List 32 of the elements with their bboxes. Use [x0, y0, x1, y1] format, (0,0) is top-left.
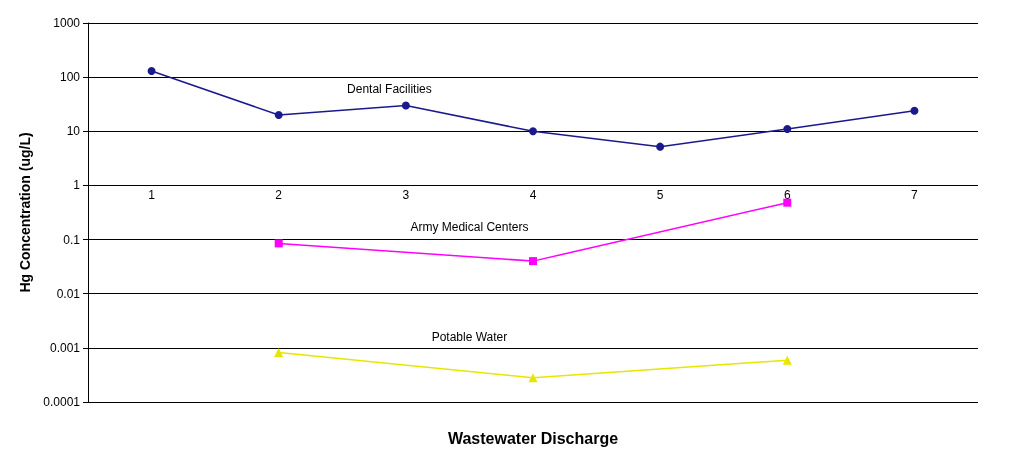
point — [529, 257, 537, 266]
x-tick-label: 1 — [148, 187, 156, 202]
point — [782, 355, 792, 365]
point — [274, 110, 283, 119]
y-axis-title: Hg Concentration (ug/L) — [17, 132, 33, 293]
x-tick-label: 7 — [911, 187, 919, 202]
x-tick-label: 2 — [275, 187, 283, 202]
x-tick-label: 3 — [402, 187, 410, 202]
y-tick-label: 0.0001 — [43, 395, 81, 409]
y-tick-label: 0.01 — [56, 286, 81, 301]
y-tick-label: 0.1 — [63, 232, 81, 247]
point — [783, 125, 792, 134]
point — [147, 66, 156, 75]
x-tick-label: 4 — [529, 187, 537, 202]
y-tick-label: 100 — [59, 70, 81, 85]
series-label: Army Medical Centers — [410, 220, 529, 235]
point — [528, 373, 538, 383]
point — [529, 127, 537, 136]
point — [910, 106, 919, 115]
y-tick-label: 10 — [66, 124, 81, 139]
y-tick-label: 1000 — [53, 16, 81, 30]
point — [401, 101, 410, 110]
point — [656, 142, 665, 151]
x-tick-label: 5 — [656, 187, 664, 202]
point — [783, 198, 792, 207]
point — [274, 348, 284, 358]
x-axis-title: Wastewater Discharge — [447, 429, 619, 447]
x-tick-label: 6 — [783, 187, 791, 202]
point — [274, 239, 283, 248]
y-tick-label: 0.001 — [49, 340, 81, 355]
text: Potable Water — [431, 329, 508, 344]
series-label: Dental Facilities — [347, 82, 432, 97]
